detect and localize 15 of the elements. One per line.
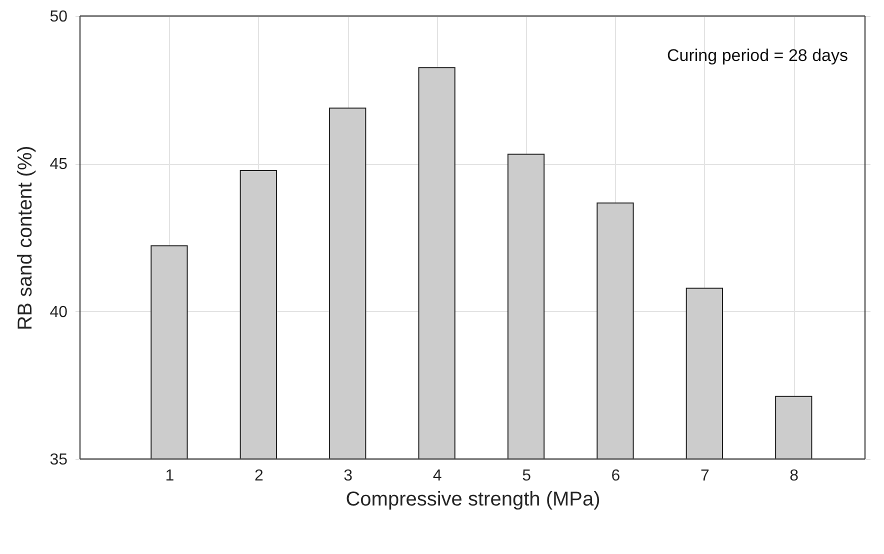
x-tick-label: 5: [522, 468, 532, 484]
x-axis-title: Compressive strength (MPa): [346, 488, 600, 510]
y-tick-label: 35: [50, 452, 68, 468]
x-tick-label: 4: [432, 468, 442, 484]
y-tick-label: 40: [50, 304, 68, 321]
x-tick-label: 6: [611, 468, 620, 484]
x-tick-label: 8: [790, 468, 799, 484]
x-tick-label: 1: [165, 468, 174, 484]
annotation: Curing period = 28 days: [667, 46, 848, 65]
y-tick-label: 45: [50, 156, 68, 174]
y-axis-title: RB sand content (%): [14, 146, 37, 330]
y-tick-label: 50: [50, 8, 68, 26]
x-tick-label: 2: [254, 468, 264, 484]
x-tick-label: 7: [700, 468, 710, 484]
x-tick-label: 3: [344, 468, 353, 484]
